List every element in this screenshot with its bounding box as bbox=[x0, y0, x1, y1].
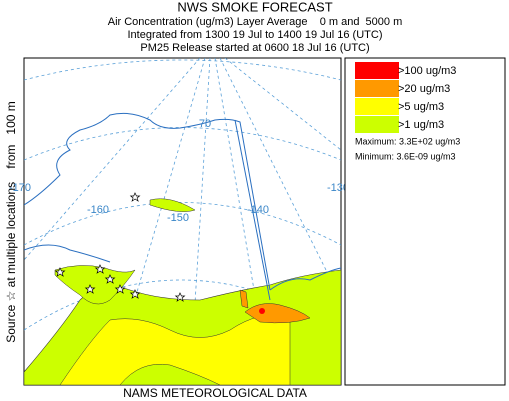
smoke-region bbox=[149, 198, 196, 212]
grid-line bbox=[24, 58, 201, 261]
coastline bbox=[24, 244, 111, 263]
longitude-label: -140 bbox=[247, 204, 269, 216]
longitude-label: -130 bbox=[327, 182, 349, 194]
legend-label: >20 ug/m3 bbox=[398, 83, 450, 95]
smoke-region bbox=[239, 289, 249, 309]
grid-line bbox=[24, 59, 341, 81]
legend-label: >100 ug/m3 bbox=[398, 65, 456, 77]
title: NWS SMOKE FORECAST bbox=[177, 0, 332, 14]
longitude-label: -160 bbox=[87, 204, 109, 216]
subtitle: PM25 Release started at 0600 18 Jul 16 (… bbox=[140, 42, 369, 54]
border bbox=[234, 119, 271, 301]
legend: >100 ug/m3 >20 ug/m3 >5 ug/m3 >1 ug/m3 bbox=[355, 62, 456, 133]
source-label: Source ☆ at multiple locations from 100 … bbox=[4, 101, 18, 343]
coastline bbox=[24, 112, 271, 291]
grid-line bbox=[24, 202, 341, 246]
smoke-region bbox=[119, 363, 221, 385]
grid-line bbox=[224, 58, 341, 151]
longitude-label: -170 bbox=[9, 182, 31, 194]
legend-label: >5 ug/m3 bbox=[398, 101, 444, 113]
footer: NAMS METEOROLOGICAL DATA bbox=[123, 386, 307, 400]
map: 70 -170 -160 -150 -140 -130 bbox=[9, 57, 349, 386]
subtitle: Integrated from 1300 19 Jul to 1400 19 J… bbox=[128, 29, 383, 41]
grid-line bbox=[24, 127, 341, 161]
legend-label: >1 ug/m3 bbox=[398, 119, 444, 131]
minimum: Minimum: 3.6E-09 ug/m3 bbox=[355, 151, 456, 161]
latitude-label: 70 bbox=[199, 118, 211, 130]
smoke-peak bbox=[259, 308, 265, 314]
legend-swatch bbox=[355, 62, 399, 79]
grid-line bbox=[189, 58, 211, 385]
coastline bbox=[269, 267, 341, 291]
maximum: Maximum: 3.3E+02 ug/m3 bbox=[355, 136, 460, 146]
subtitle: Air Concentration (ug/m3) Layer Average … bbox=[108, 16, 403, 28]
smoke-region bbox=[54, 265, 136, 305]
legend-swatch bbox=[355, 80, 399, 97]
longitude-label: -150 bbox=[167, 212, 189, 224]
legend-swatch bbox=[355, 98, 399, 115]
source-stars bbox=[54, 192, 186, 302]
legend-swatch bbox=[355, 116, 399, 133]
